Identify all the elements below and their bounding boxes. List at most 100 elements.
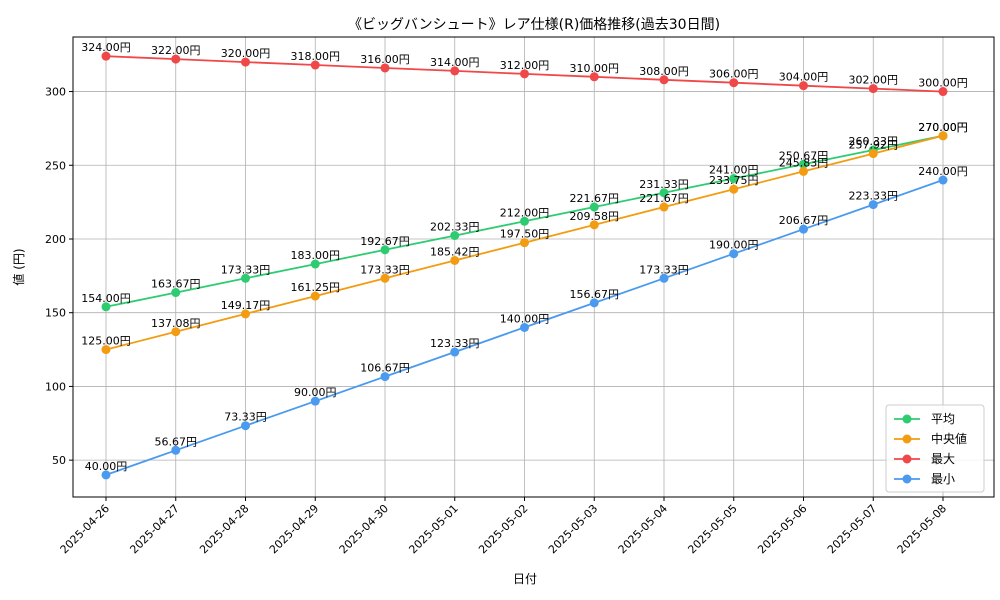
y-tick-label: 150: [45, 307, 66, 320]
data-point: [241, 57, 250, 67]
data-point: [380, 245, 390, 255]
legend-label: 最小: [931, 472, 955, 486]
data-point: [729, 184, 739, 194]
data-label: 241.00円: [709, 164, 759, 177]
data-point: [101, 51, 111, 61]
data-label: 245.83円: [779, 156, 829, 169]
series-中央値: [101, 131, 948, 355]
y-axis-label: 値 (円): [11, 248, 26, 285]
data-point: [589, 220, 599, 230]
data-point: [520, 216, 529, 226]
data-label: 163.67円: [151, 278, 201, 291]
series-最小: [101, 175, 948, 480]
data-point: [799, 159, 808, 169]
data-point: [241, 421, 250, 431]
data-point: [450, 66, 460, 76]
data-point: [310, 291, 320, 301]
data-point: [101, 470, 111, 480]
data-point: [241, 309, 250, 319]
data-label: 173.33円: [360, 263, 410, 276]
data-label: 250.67円: [779, 149, 829, 162]
data-point: [659, 202, 669, 212]
x-tick-label: 2025-05-06: [755, 502, 809, 556]
data-point: [101, 345, 111, 355]
x-tick-label: 2025-04-27: [127, 502, 181, 556]
data-point: [520, 69, 529, 79]
data-point: [520, 322, 529, 332]
data-label: 183.00円: [291, 249, 341, 262]
data-point: [659, 273, 669, 283]
data-label: 233.75円: [709, 174, 759, 187]
x-axis-ticks: 2025-04-26 2025-04-27 2025-04-28 2025-04-29…: [58, 497, 949, 556]
data-label: 310.00円: [570, 62, 620, 75]
data-label: 154.00円: [81, 292, 131, 305]
data-label: 190.00円: [709, 239, 759, 252]
y-tick-label: 300: [45, 86, 66, 99]
chart-title: 《ビッグバンシュート》レア仕様(R)価格推移(過去30日間): [348, 17, 720, 33]
data-label: 302.00円: [849, 74, 899, 87]
data-point: [938, 131, 948, 141]
data-point: [171, 288, 181, 298]
legend-label: 平均: [931, 412, 955, 426]
data-label: 312.00円: [500, 59, 550, 72]
data-label: 314.00円: [430, 56, 480, 69]
x-tick-label: 2025-05-08: [895, 502, 949, 556]
data-point: [659, 75, 669, 85]
data-label: 231.33円: [639, 178, 689, 191]
data-label: 40.00円: [85, 460, 128, 473]
data-label: 270.00円: [918, 121, 968, 134]
series-最大: [101, 51, 948, 97]
data-label: 156.67円: [570, 288, 620, 301]
legend-swatch-marker: [902, 434, 912, 444]
data-label: 161.25円: [291, 281, 341, 294]
series-layer: [101, 51, 948, 480]
data-point: [659, 188, 669, 198]
data-label: 173.33円: [639, 263, 689, 276]
x-tick-label: 2025-04-30: [337, 502, 391, 556]
legend-label: 最大: [931, 452, 955, 466]
data-label: 197.50円: [500, 228, 550, 241]
data-point: [450, 347, 460, 357]
data-point: [938, 175, 948, 185]
data-point: [729, 174, 739, 184]
data-label: 56.67円: [155, 435, 198, 448]
legend-box: [885, 404, 985, 493]
y-axis-ticks: 50 100 150 200 250 300: [45, 86, 73, 467]
data-label: 212.00円: [500, 206, 550, 219]
data-point: [450, 231, 460, 241]
x-tick-label: 2025-04-26: [58, 502, 112, 556]
data-label: 137.08円: [151, 317, 201, 330]
x-tick-label: 2025-05-03: [546, 502, 600, 556]
y-tick-label: 250: [45, 159, 66, 172]
data-point: [380, 372, 390, 382]
x-tick-label: 2025-05-01: [406, 502, 460, 556]
x-axis-label: 日付: [513, 572, 537, 586]
data-point: [380, 63, 390, 73]
data-point: [799, 224, 808, 234]
x-tick-label: 2025-04-28: [197, 502, 251, 556]
data-point: [868, 149, 878, 159]
legend-item: 最大: [894, 452, 955, 466]
data-point: [171, 327, 181, 337]
data-point: [868, 84, 878, 94]
y-tick-label: 50: [52, 454, 66, 467]
legend-swatch-marker: [902, 474, 912, 484]
data-point: [380, 273, 390, 283]
data-point: [310, 60, 320, 70]
data-label: 324.00円: [81, 41, 131, 54]
data-label: 123.33円: [430, 337, 480, 350]
data-label: 308.00円: [639, 65, 689, 78]
data-label: 270.00円: [918, 121, 968, 134]
data-point: [171, 445, 181, 455]
y-tick-label: 100: [45, 380, 66, 393]
data-point: [729, 249, 739, 259]
data-label: 223.33円: [849, 190, 899, 203]
data-point: [310, 259, 320, 269]
x-tick-label: 2025-05-05: [685, 502, 739, 556]
data-point: [799, 81, 808, 91]
legend-swatch-marker: [902, 454, 912, 464]
data-point: [589, 298, 599, 308]
data-label: 202.33円: [430, 221, 480, 234]
data-label: 318.00円: [291, 50, 341, 63]
